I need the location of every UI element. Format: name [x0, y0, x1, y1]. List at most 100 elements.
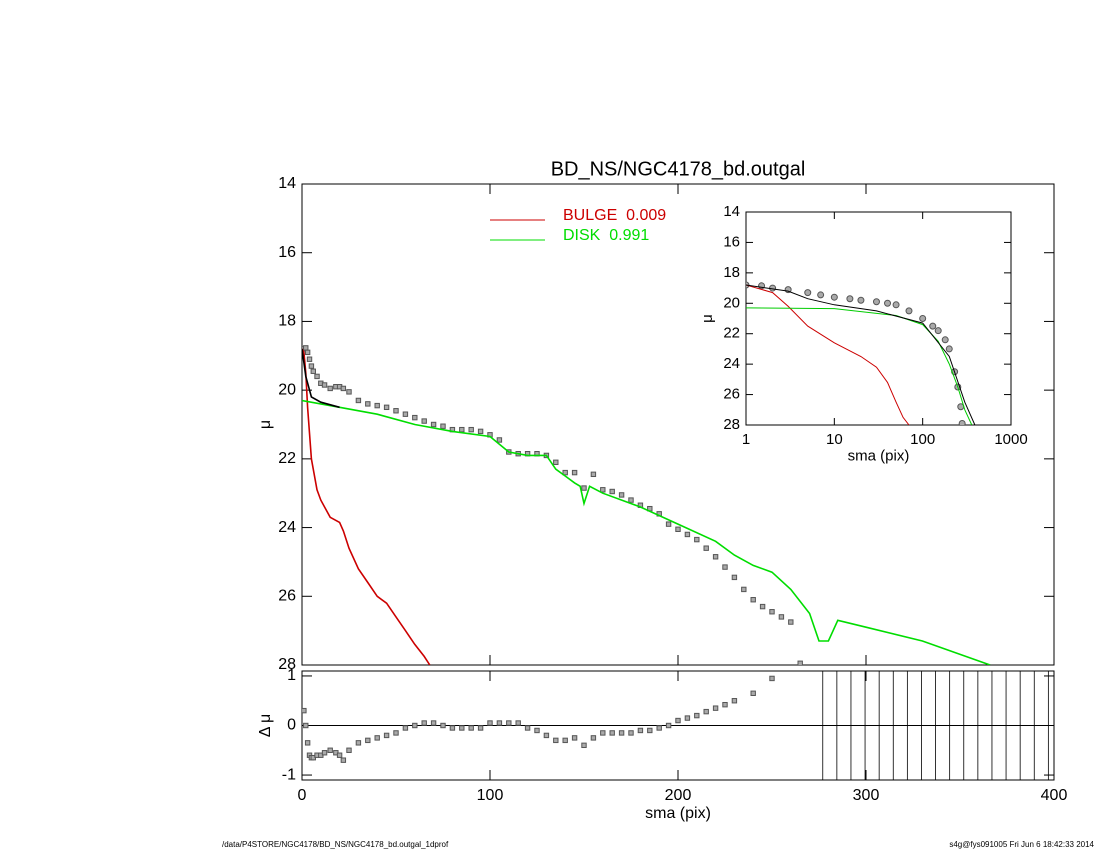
data-point — [421, 720, 427, 726]
data-point — [590, 471, 597, 478]
data-point — [703, 545, 709, 551]
data-point — [327, 385, 333, 392]
legend-label: BULGE 0.009 — [563, 207, 666, 224]
data-point — [468, 725, 474, 731]
data-point — [675, 717, 681, 724]
data-point — [534, 727, 540, 734]
data-point — [958, 419, 966, 425]
data-point — [506, 720, 512, 726]
data-point — [374, 402, 380, 409]
x-tick-label: 300 — [853, 787, 880, 804]
y-axis-label: Δ μ — [257, 714, 274, 737]
data-point — [302, 707, 307, 714]
data-point — [846, 295, 854, 303]
data-point — [440, 722, 446, 729]
y-tick-label: 24 — [278, 519, 296, 536]
data-point — [553, 459, 559, 465]
data-point — [314, 373, 320, 380]
data-point — [665, 521, 672, 527]
data-point — [647, 727, 653, 734]
data-point — [496, 720, 503, 726]
data-point — [581, 485, 587, 491]
data-point — [459, 426, 465, 433]
data-point — [892, 301, 900, 309]
x-tick-label: 1 — [742, 431, 750, 448]
model-line — [746, 307, 973, 425]
data-point — [308, 363, 315, 369]
data-point — [722, 564, 728, 570]
data-point — [327, 747, 333, 753]
x-tick-label: 100 — [477, 787, 504, 804]
y-axis-label: μ — [699, 314, 716, 323]
data-point — [355, 740, 362, 746]
data-point — [609, 730, 615, 736]
data-point — [321, 382, 328, 388]
x-tick-label: 1000 — [994, 431, 1027, 448]
footer-left: /data/P4STORE/NGC4178/BD_NS/NGC4178_bd.o… — [222, 840, 449, 849]
data-point — [703, 708, 709, 715]
data-point — [905, 307, 913, 315]
plot-frame — [745, 211, 1012, 426]
data-point — [304, 740, 311, 746]
data-point — [402, 411, 409, 417]
data-point — [665, 722, 672, 729]
data-point — [769, 675, 775, 682]
data-point — [310, 368, 316, 374]
y-tick-label: 28 — [278, 656, 296, 673]
legend-label: DISK 0.991 — [563, 227, 649, 244]
data-point — [355, 397, 362, 404]
data-point — [459, 725, 465, 731]
data-point — [712, 705, 719, 711]
data-point — [449, 725, 456, 731]
y-tick-label: 20 — [278, 381, 296, 398]
model-line — [302, 399, 991, 665]
data-point — [306, 356, 313, 362]
data-point — [440, 423, 446, 429]
y-tick-label: 22 — [723, 325, 740, 342]
y-tick-label: 14 — [723, 203, 740, 220]
data-point — [804, 289, 812, 297]
footer-right: s4g@fys091005 Fri Jun 6 18:42:33 2014 — [949, 840, 1094, 849]
data-point — [571, 469, 578, 476]
data-point — [421, 418, 427, 424]
data-point — [430, 421, 437, 428]
data-point — [374, 735, 380, 741]
data-point — [750, 597, 756, 603]
data-point — [553, 737, 559, 744]
data-point — [477, 725, 484, 731]
data-point — [487, 720, 493, 726]
data-point — [884, 299, 892, 307]
y-axis-label: μ — [257, 420, 274, 429]
y-tick-label: -1 — [282, 766, 296, 783]
y-tick-label: 18 — [723, 264, 740, 281]
data-point — [941, 336, 949, 344]
data-point — [750, 690, 756, 696]
data-point — [684, 715, 691, 721]
data-point — [543, 732, 550, 739]
data-point — [393, 408, 399, 414]
data-point — [365, 401, 371, 407]
data-point — [857, 296, 865, 304]
data-point — [694, 536, 700, 543]
y-tick-label: 16 — [723, 233, 740, 250]
chart-title: BD_NS/NGC4178_bd.outgal — [551, 158, 806, 180]
data-point — [303, 722, 309, 729]
y-tick-label: 18 — [278, 313, 296, 330]
data-point — [830, 293, 838, 301]
y-tick-label: 16 — [278, 244, 296, 261]
x-tick-label: 200 — [665, 787, 692, 804]
data-point — [741, 586, 747, 593]
data-point — [919, 315, 927, 322]
data-point — [797, 660, 803, 665]
data-point — [496, 437, 503, 443]
model-line — [746, 284, 910, 425]
data-point — [731, 574, 738, 581]
data-point — [562, 737, 568, 744]
data-point — [817, 291, 825, 299]
x-tick-label: 400 — [1041, 787, 1068, 804]
data-point — [945, 345, 953, 353]
data-point — [694, 712, 700, 719]
data-point — [600, 730, 606, 736]
data-point — [340, 385, 347, 392]
data-point — [722, 701, 728, 708]
